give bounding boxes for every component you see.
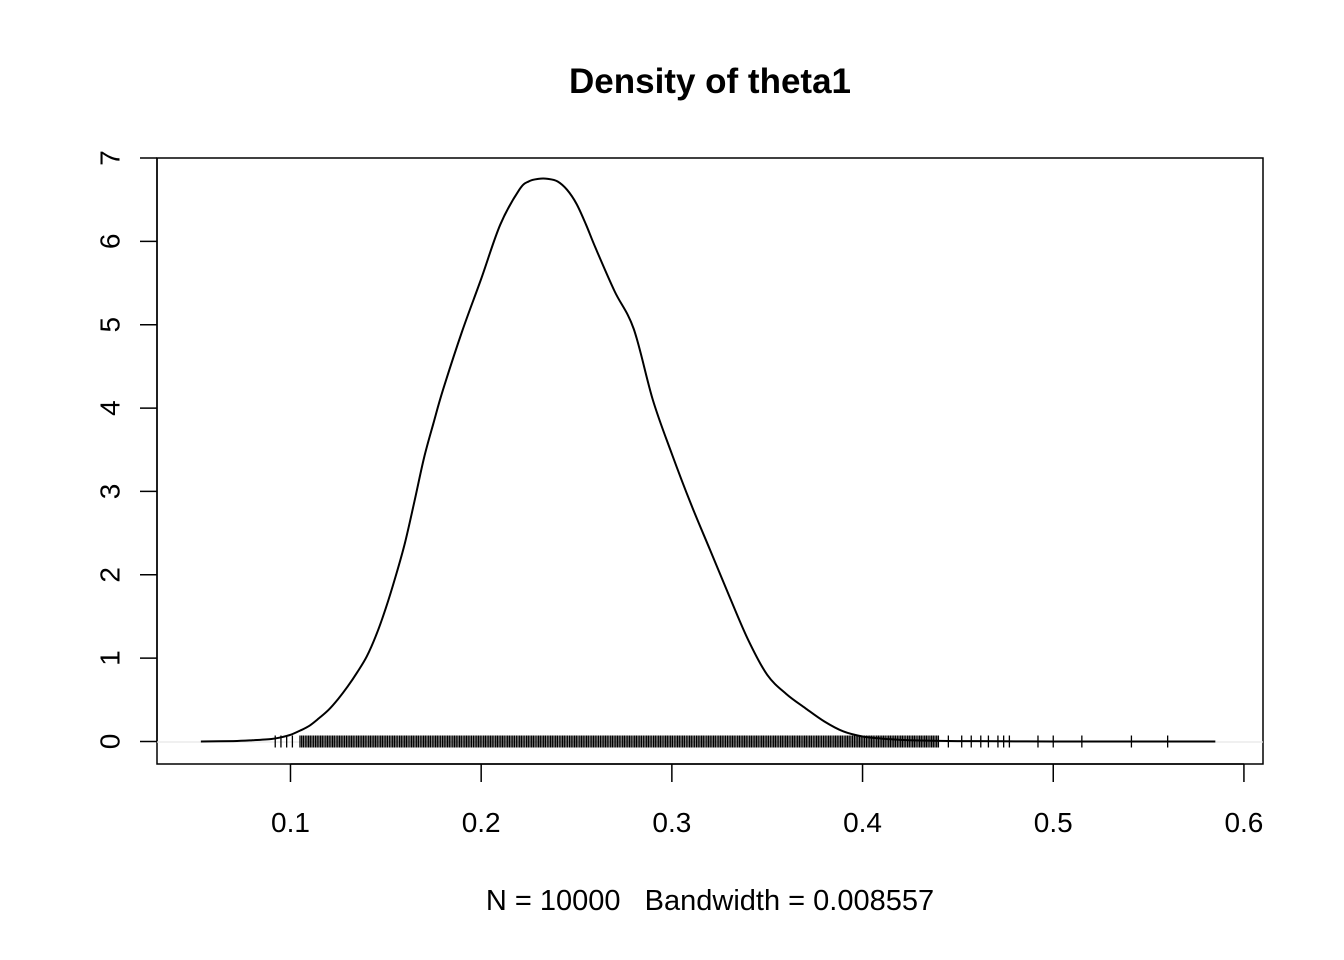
x-axis-label: N = 10000 Bandwidth = 0.008557: [486, 885, 934, 917]
x-tick-label: 0.5: [1034, 807, 1073, 838]
rug-ticks-dense: [299, 735, 940, 748]
x-tick-label: 0.6: [1224, 807, 1263, 838]
x-tick-label: 0.1: [271, 807, 310, 838]
x-tick-label: 0.2: [462, 807, 501, 838]
density-curve: [200, 177, 1216, 743]
x-tick-label: 0.3: [652, 807, 691, 838]
y-tick-label: 0: [95, 734, 126, 750]
y-tick-label: 7: [95, 150, 126, 166]
plot-frame: [156, 157, 1264, 765]
y-tick-label: 3: [95, 484, 126, 500]
y-axis: 0 1 2 3 4 5 6 7: [95, 150, 158, 749]
y-tick-label: 4: [95, 400, 126, 416]
y-tick-label: 6: [95, 234, 126, 250]
y-tick-label: 2: [95, 567, 126, 583]
x-axis: 0.1 0.2 0.3 0.4 0.5 0.6: [271, 763, 1263, 838]
y-tick-label: 5: [95, 317, 126, 333]
chart-title: Density of theta1: [569, 62, 851, 101]
x-tick-label: 0.4: [843, 807, 882, 838]
y-tick-label: 1: [95, 650, 126, 666]
